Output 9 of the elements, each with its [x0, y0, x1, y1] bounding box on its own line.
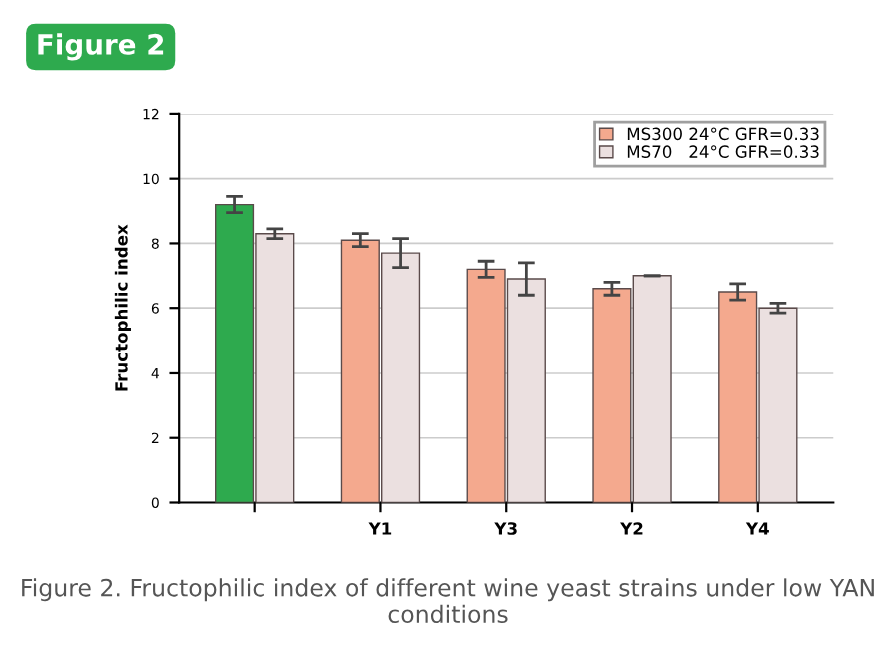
chart-title: Figure 2	[38, 33, 164, 61]
x-tick-label: Y2	[620, 522, 643, 535]
y-axis-title: Fructophilic index	[114, 224, 131, 391]
x-tick-label: Y3	[494, 522, 517, 535]
legend-label: MS300 24°C GFR=0.33	[627, 127, 819, 141]
x-tick-label: Y4	[745, 522, 769, 535]
caption: Figure 2. Fructophilic index of different wine yeast strains under low YAN conditions	[22, 578, 874, 624]
legend-label: MS70 24°C GFR=0.33	[627, 145, 819, 158]
x-tick-label: Y1	[368, 522, 392, 535]
